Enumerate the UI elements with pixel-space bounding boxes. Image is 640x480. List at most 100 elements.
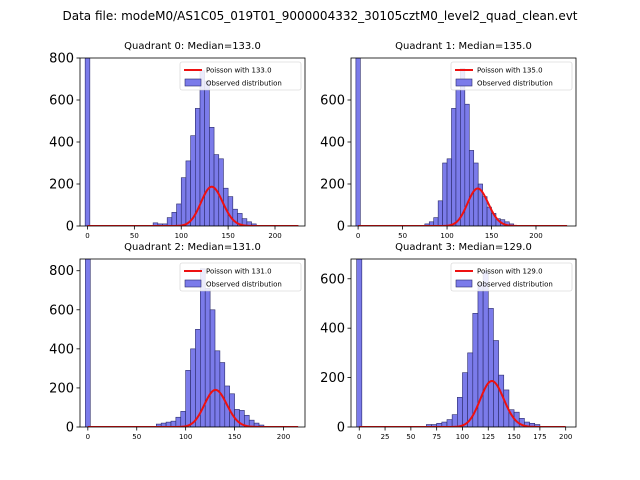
y-tick-label: 800: [49, 52, 74, 67]
panel-quadrant-0: 0 50 100 150 200 0 200 400 600 800 Quadrant 0: Med…: [49, 41, 306, 240]
histogram-bar: [446, 419, 453, 427]
legend-box: [450, 262, 573, 292]
legend-box: [450, 61, 573, 91]
y-tick-label: 0: [66, 220, 74, 235]
legend-bar-swatch: [455, 78, 473, 87]
y-tick-label: 600: [320, 94, 345, 109]
y-tick-label: 0: [337, 220, 345, 235]
legend-bar-label: Observed distribution: [206, 281, 282, 289]
histogram-bar: [468, 150, 475, 226]
histogram-bar: [204, 288, 211, 427]
y-tick-label: 600: [49, 303, 74, 318]
panel-title: Quadrant 0: Median=133.0: [124, 41, 261, 52]
histogram-bar: [433, 217, 439, 226]
y-tick-label: 200: [49, 381, 74, 396]
histogram-bar: [455, 89, 461, 226]
legend-bar-swatch: [184, 78, 202, 87]
legend-bar-label: Observed distribution: [477, 80, 553, 88]
y-tick-label: 400: [320, 322, 345, 337]
legend-bar-label: Observed distribution: [206, 80, 282, 88]
histogram-bar: [185, 160, 191, 226]
legend-bar-label: Observed distribution: [477, 281, 553, 289]
histogram-bar: [214, 350, 221, 427]
panel-title: Quadrant 1: Median=135.0: [395, 41, 532, 52]
x-tick-label: 200: [529, 232, 542, 240]
x-tick-label: 0: [357, 433, 361, 441]
histogram-bar: [462, 372, 468, 427]
plot-area: [355, 58, 568, 226]
x-tick-label: 100: [179, 433, 192, 441]
histogram-bar: [190, 348, 196, 427]
y-tick-label: 200: [320, 178, 345, 193]
histogram-bar-zero: [355, 58, 361, 226]
histogram-bar: [227, 196, 234, 226]
x-tick-label: 150: [228, 433, 241, 441]
x-tick-label: 50: [130, 232, 139, 240]
histogram-bar: [166, 217, 173, 226]
x-tick-label: 200: [268, 232, 281, 240]
x-tick-label: 25: [381, 433, 390, 441]
plot-area: [85, 259, 299, 427]
x-tick-label: 75: [432, 433, 441, 441]
histogram-bar: [190, 135, 196, 226]
histogram-bar-zero: [85, 259, 91, 427]
histogram-bar: [451, 414, 458, 427]
panel-quadrant-3: 0 25 50 75 100 125 150 175 200 0 200 400 600 Quadrant…: [320, 242, 577, 441]
histogram-bar: [175, 416, 182, 427]
panel-title: Quadrant 2: Median=131.0: [124, 242, 261, 253]
legend-box: [179, 262, 302, 292]
legend-line-label: Poisson with 129.0: [477, 268, 543, 276]
histogram-bar: [437, 200, 443, 226]
legend-line-label: Poisson with 133.0: [206, 67, 272, 75]
histogram-bar: [460, 68, 466, 226]
x-tick-label: 200: [559, 433, 572, 441]
x-tick-label: 150: [485, 232, 498, 240]
axes-frame: [350, 258, 577, 428]
histogram-bar: [487, 308, 494, 427]
legend-line-label: Poisson with 135.0: [477, 67, 543, 75]
histogram-bar: [171, 212, 177, 226]
x-tick-label: 100: [456, 433, 469, 441]
histogram-bar: [482, 271, 489, 427]
x-tick-label: 0: [356, 232, 360, 240]
x-tick-label: 100: [440, 232, 453, 240]
legend-bar-swatch: [184, 279, 202, 288]
panel-quadrant-1: 0 50 100 150 200 0 200 400 600 Quadrant 1: Median…: [320, 41, 577, 240]
histogram-bar: [534, 424, 541, 427]
x-tick-label: 100: [175, 232, 188, 240]
histogram-bar: [498, 374, 505, 427]
histogram-bar: [185, 370, 191, 427]
y-tick-label: 400: [49, 136, 74, 151]
x-tick-label: 50: [398, 232, 407, 240]
x-tick-label: 150: [221, 232, 234, 240]
x-tick-label: 50: [406, 433, 415, 441]
y-tick-label: 400: [320, 136, 345, 151]
histogram-bar: [442, 162, 448, 226]
x-tick-label: 50: [132, 433, 141, 441]
histogram-bar: [209, 309, 216, 427]
histogram-bar: [218, 158, 224, 226]
y-tick-label: 0: [337, 421, 345, 436]
y-tick-label: 400: [49, 342, 74, 357]
x-tick-label: 200: [277, 433, 290, 441]
histogram-bar-zero: [356, 259, 363, 427]
panel-title: Quadrant 3: Median=129.0: [395, 242, 532, 253]
x-tick-label: 125: [482, 433, 495, 441]
panel-quadrant-2: 0 50 100 150 200 0 200 400 600 800 Quadrant 2: Med…: [49, 242, 306, 441]
y-tick-label: 800: [49, 264, 74, 279]
y-tick-label: 600: [320, 272, 345, 287]
histogram-bar: [176, 203, 182, 226]
x-tick-label: 0: [86, 433, 90, 441]
x-tick-label: 150: [507, 433, 520, 441]
histogram-bar: [473, 162, 479, 226]
axes-frame: [79, 258, 306, 428]
plot-area: [84, 58, 299, 226]
histogram-bar-zero: [84, 58, 91, 226]
histogram-bar: [180, 177, 187, 226]
y-tick-label: 200: [320, 371, 345, 386]
histogram-bar: [209, 127, 215, 226]
x-tick-label: 175: [533, 433, 546, 441]
legend-box: [179, 61, 302, 91]
histogram-bar: [457, 397, 463, 427]
